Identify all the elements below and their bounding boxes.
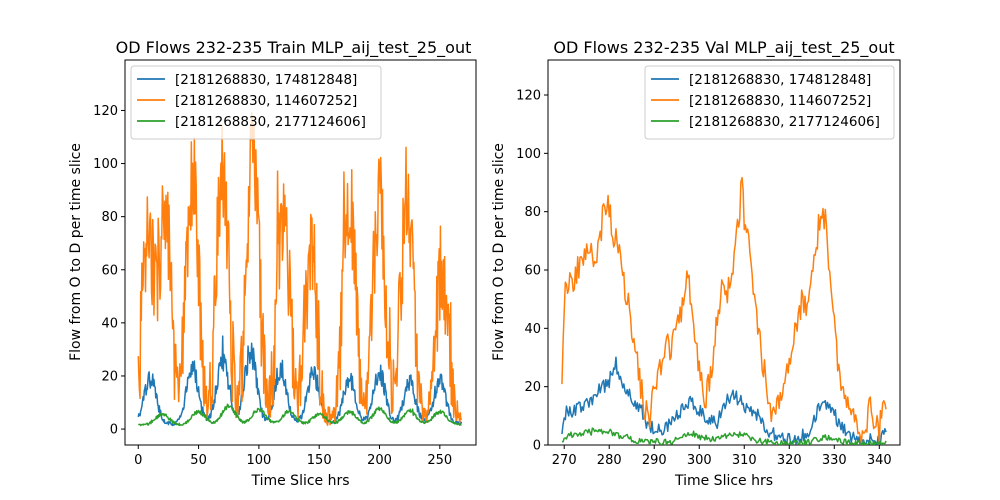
val-x-tick-label: 290 bbox=[642, 453, 667, 468]
val-y-tick-label: 120 bbox=[516, 89, 541, 104]
val-y-tick-label: 60 bbox=[524, 264, 541, 279]
val-y-tick-label: 100 bbox=[516, 147, 541, 162]
val-x-tick-label: 300 bbox=[687, 453, 712, 468]
train-x-tick-label: 250 bbox=[427, 453, 452, 468]
train-series-layer bbox=[137, 111, 463, 427]
val-legend-label-3: [2181268830, 2177124606] bbox=[689, 114, 880, 130]
val-y-tick-label: 40 bbox=[524, 322, 541, 337]
train-y-tick-label: 120 bbox=[93, 104, 118, 119]
val-legend-box bbox=[644, 65, 895, 140]
train-y-axis-label: Flow from O to D per time slice bbox=[68, 143, 84, 361]
val-plot-title: OD Flows 232-235 Val MLP_aij_test_25_out bbox=[553, 38, 894, 58]
val-x-tick-label: 340 bbox=[867, 453, 892, 468]
train-legend: [2181268830, 174812848] [2181268830, 1146… bbox=[130, 65, 382, 140]
val-legend-label-1: [2181268830, 174812848] bbox=[689, 72, 871, 88]
val-y-ticks: 0 20 40 60 80 100 120 bbox=[516, 89, 548, 454]
train-series-line-2 bbox=[137, 111, 463, 426]
val-series-layer bbox=[561, 176, 887, 445]
val-y-tick-label: 80 bbox=[524, 205, 541, 220]
train-x-tick-label: 0 bbox=[134, 453, 142, 468]
val-series-line-1 bbox=[561, 356, 887, 445]
train-y-tick-label: 80 bbox=[101, 210, 118, 225]
train-y-tick-label: 40 bbox=[101, 316, 118, 331]
val-x-ticks: 270 280 290 300 310 320 330 340 bbox=[552, 445, 892, 468]
train-y-tick-label: 0 bbox=[110, 423, 118, 438]
val-x-tick-label: 320 bbox=[777, 453, 802, 468]
train-series-line-3 bbox=[138, 403, 462, 427]
val-x-axis-label: Time Slice hrs bbox=[674, 473, 773, 489]
train-x-tick-label: 150 bbox=[307, 453, 332, 468]
train-legend-label-2: [2181268830, 114607252] bbox=[175, 93, 357, 109]
train-legend-label-1: [2181268830, 174812848] bbox=[175, 72, 357, 88]
val-series-line-3 bbox=[561, 427, 887, 445]
train-y-tick-label: 100 bbox=[93, 157, 118, 172]
train-legend-box bbox=[130, 65, 382, 140]
val-plot: OD Flows 232-235 Val MLP_aij_test_25_out… bbox=[491, 38, 901, 489]
train-y-tick-label: 60 bbox=[101, 263, 118, 278]
train-x-tick-label: 200 bbox=[367, 453, 392, 468]
val-x-tick-label: 330 bbox=[822, 453, 847, 468]
val-x-tick-label: 310 bbox=[732, 453, 757, 468]
train-x-tick-label: 100 bbox=[246, 453, 271, 468]
val-y-tick-label: 20 bbox=[524, 380, 541, 395]
train-plot: OD Flows 232-235 Train MLP_aij_test_25_o… bbox=[68, 38, 477, 489]
val-x-tick-label: 270 bbox=[552, 453, 577, 468]
val-series-line-2 bbox=[561, 176, 887, 445]
train-plot-frame bbox=[124, 59, 477, 446]
train-y-ticks: 0 20 40 60 80 100 120 bbox=[93, 104, 125, 438]
val-plot-frame bbox=[547, 59, 901, 446]
train-y-tick-label: 20 bbox=[101, 369, 118, 384]
val-x-tick-label: 280 bbox=[597, 453, 622, 468]
train-series-line-1 bbox=[137, 335, 463, 427]
val-legend-label-2: [2181268830, 114607252] bbox=[689, 93, 871, 109]
train-legend-label-3: [2181268830, 2177124606] bbox=[175, 114, 366, 130]
train-x-tick-label: 50 bbox=[190, 453, 207, 468]
train-x-axis-label: Time Slice hrs bbox=[250, 473, 349, 489]
val-y-axis-label: Flow from O to D per time slice bbox=[491, 143, 507, 361]
train-x-ticks: 0 50 100 150 200 250 bbox=[134, 445, 452, 468]
train-plot-title: OD Flows 232-235 Train MLP_aij_test_25_o… bbox=[116, 38, 472, 58]
val-y-tick-label: 0 bbox=[533, 439, 541, 454]
val-legend: [2181268830, 174812848] [2181268830, 1146… bbox=[644, 65, 895, 140]
